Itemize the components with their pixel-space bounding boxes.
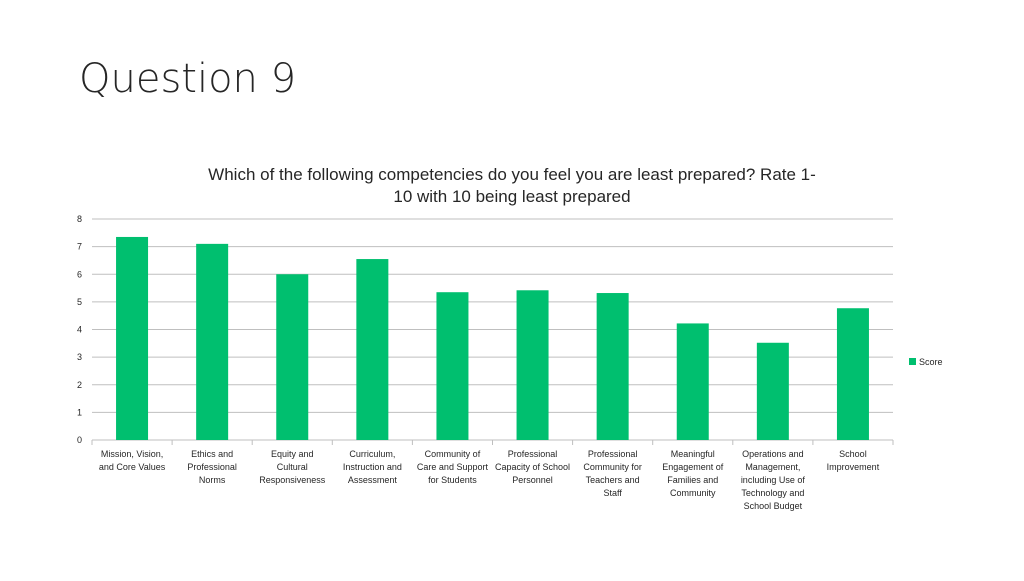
x-tick-label-line: School Budget [744,501,803,511]
bar [436,292,469,440]
x-tick-label-line: Assessment [348,475,398,485]
x-tick-label: Mission, Vision, and Core Values [99,449,166,472]
x-tick-label-line: Teachers and [586,475,640,485]
bar [196,243,229,440]
x-tick-label-line: Community of [425,449,481,459]
y-tick-label: 6 [77,269,82,279]
bar [676,323,709,440]
x-tick-label-line: Management, [745,462,800,472]
x-tick-label-line: Capacity of School [495,462,570,472]
x-tick-label: Meaningful Engagement of Families and Commu… [662,449,724,498]
x-tick-label-line: Professional [508,449,558,459]
bar [276,274,309,440]
x-tick-label-line: Community for [583,462,642,472]
y-tick-label: 0 [77,435,82,445]
x-tick-label-line: Technology and [741,488,804,498]
bar [356,259,389,440]
bar [516,290,549,440]
x-tick-label-line: Improvement [827,462,880,472]
x-tick-label-line: including Use of [741,475,806,485]
x-tick-label: Professional Capacity of School Personnel [495,449,570,485]
x-tick-label: Equity and Cultural Responsiveness [259,449,326,485]
x-tick-label-line: Professional [588,449,638,459]
x-tick-label-line: Curriculum, [349,449,395,459]
x-tick-label-line: Instruction and [343,462,402,472]
x-tick-label: Community of Care and Support for Students [417,449,489,485]
x-tick-label-line: Mission, Vision, [101,449,163,459]
x-tick-label-line: Cultural [277,462,308,472]
bars [116,236,869,440]
x-tick-label-line: Community [670,488,716,498]
x-tick-label-line: School [839,449,867,459]
legend: Score [909,357,943,367]
slide-title: Question 9 [79,56,297,102]
x-axis: Mission, Vision, and Core Values Ethics an… [91,440,894,511]
x-tick-label-line: for Students [428,475,477,485]
y-tick-label: 3 [77,352,82,362]
chart-title-line: 10 with 10 being least prepared [393,187,630,206]
x-tick-label-line: Meaningful [671,449,715,459]
x-tick-label: Ethics and Professional Norms [187,449,237,485]
y-tick-label: 5 [77,297,82,307]
y-tick-label: 1 [77,407,82,417]
legend-label: Score [919,357,943,367]
x-tick-label-line: Professional [187,462,237,472]
x-tick-label-line: Staff [603,488,622,498]
bar [756,342,789,440]
x-tick-label-line: Personnel [512,475,553,485]
x-tick-label: Professional Community for Teachers and Sta… [583,449,642,498]
x-tick-label-line: Responsiveness [259,475,326,485]
chart-title-line: Which of the following competencies do y… [208,165,816,184]
x-tick-label-line: Norms [199,475,226,485]
x-tick-label-line: Equity and [271,449,314,459]
x-tick-label-line: Engagement of [662,462,724,472]
x-tick-label: Operations and Management, including Use o… [741,449,806,511]
x-tick-label-line: Ethics and [191,449,233,459]
y-tick-label: 7 [77,242,82,252]
chart-title: Which of the following competencies do y… [208,165,816,206]
bar [836,308,869,440]
y-axis: 0 1 2 3 4 5 6 7 8 [77,214,82,445]
x-tick-label: School Improvement [827,449,880,472]
y-tick-label: 4 [77,325,82,335]
bar [116,236,149,440]
x-tick-label-line: and Core Values [99,462,166,472]
x-tick-label: Curriculum, Instruction and Assessment [343,449,402,485]
x-tick-label-line: Operations and [742,449,804,459]
bar [596,293,629,440]
y-tick-label: 2 [77,380,82,390]
x-tick-label-line: Care and Support [417,462,489,472]
y-tick-label: 8 [77,214,82,224]
legend-swatch [909,358,916,365]
x-tick-label-line: Families and [667,475,718,485]
